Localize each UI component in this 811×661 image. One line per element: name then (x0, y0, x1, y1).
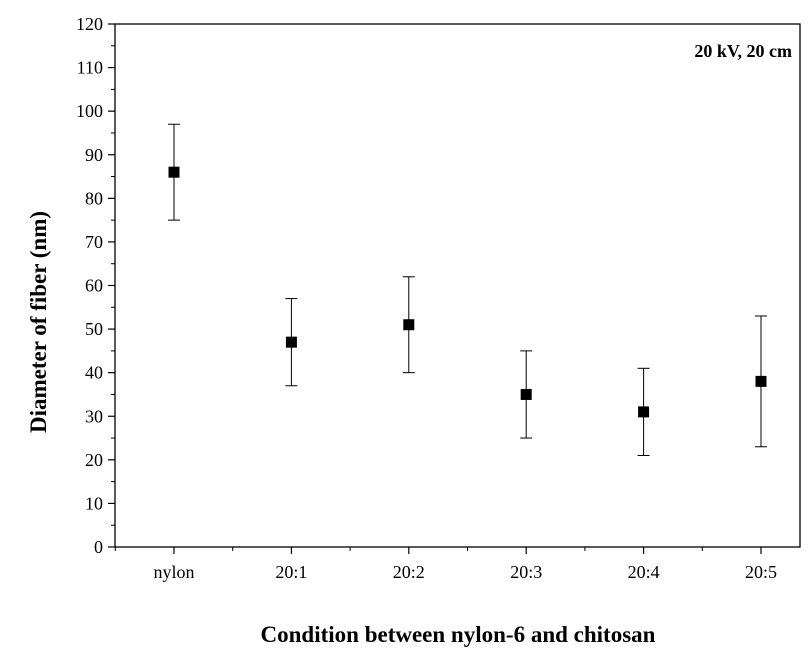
plot-frame (114, 23, 801, 548)
data-point (168, 166, 180, 178)
x-tick-label: 20:2 (393, 562, 425, 582)
x-tick-label: 20:5 (745, 562, 777, 582)
y-tick-label: 110 (77, 58, 103, 78)
x-axis: nylon 20:1 20:2 20:3 20:4 20:5 (114, 547, 777, 582)
data-point (285, 336, 297, 348)
x-tick-label: 20:3 (510, 562, 542, 582)
y-tick-label: 40 (85, 363, 103, 383)
x-tick-label: 20:1 (275, 562, 307, 582)
y-tick-label: 30 (85, 406, 103, 426)
y-tick-label: 100 (76, 101, 103, 121)
y-tick-label: 60 (85, 276, 103, 296)
y-axis: 0 10 20 30 40 50 60 70 80 90 100 110 120 (76, 14, 115, 557)
series-layer (168, 123, 767, 456)
data-point (638, 406, 650, 418)
plot-border (114, 23, 801, 548)
y-tick-label: 20 (85, 450, 103, 470)
x-tick-label: nylon (153, 562, 194, 582)
y-tick-label: 80 (85, 188, 103, 208)
y-tick-label: 70 (85, 232, 103, 252)
y-tick-label: 50 (85, 319, 103, 339)
x-tick-label: 20:4 (628, 562, 660, 582)
data-point (520, 388, 532, 400)
data-point (755, 375, 767, 387)
data-point (403, 319, 415, 331)
chart-annotation: 20 kV, 20 cm (694, 41, 792, 61)
x-axis-title: Condition between nylon-6 and chitosan (261, 622, 656, 647)
y-tick-label: 0 (94, 537, 103, 557)
y-tick-label: 90 (85, 145, 103, 165)
y-tick-label: 10 (85, 493, 103, 513)
y-tick-label: 120 (76, 14, 103, 34)
y-axis-title: Diameter of fiber (nm) (26, 211, 51, 433)
